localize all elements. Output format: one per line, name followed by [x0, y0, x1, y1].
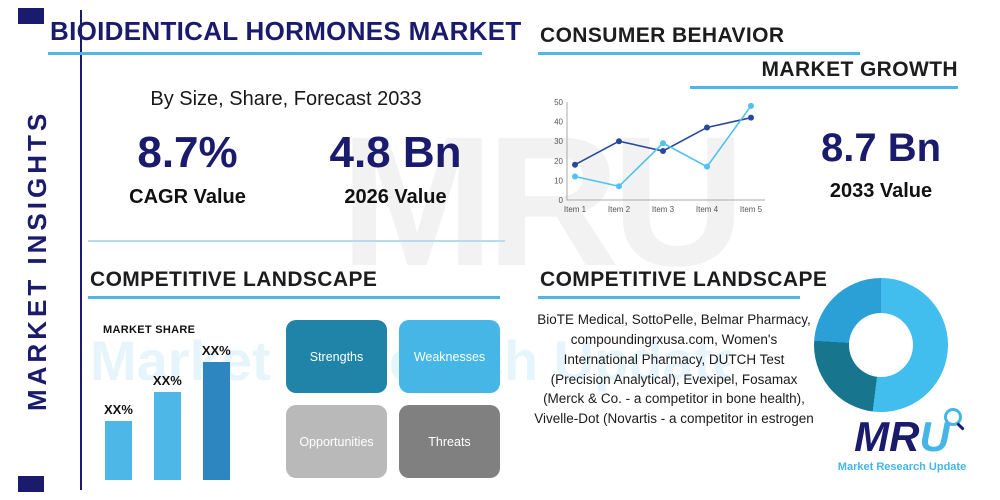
cagr-stat-value: 8.7%	[137, 128, 238, 177]
mru-logo-letters: MRU	[854, 408, 962, 460]
mru-logo: MRU Market Research Update	[832, 408, 972, 473]
bar-value-label: XX%	[201, 343, 231, 358]
bar-value-label: XX%	[152, 373, 182, 388]
corner-square-bottom	[18, 476, 44, 492]
swot-box-weaknesses: Weaknesses	[399, 320, 500, 393]
svg-text:50: 50	[554, 98, 563, 107]
forecast-stat-label: 2033 Value	[829, 180, 933, 202]
page-title: BIOIDENTICAL HORMONES MARKET	[50, 16, 522, 46]
market-growth-heading: MARKET GROWTH	[761, 58, 958, 81]
bar-item: XX%	[153, 373, 182, 480]
logo-tagline: Market Research Update	[837, 461, 967, 473]
competitive-landscape-left-heading: COMPETITIVE LANDSCAPE	[90, 268, 378, 291]
competitive-landscape-right-underline	[538, 296, 800, 299]
svg-text:40: 40	[554, 118, 563, 127]
svg-text:30: 30	[554, 137, 563, 146]
title-underline	[48, 52, 482, 55]
swot-box-threats: Threats	[399, 405, 500, 478]
consumer-behavior-underline	[538, 52, 860, 55]
market-growth-underline	[690, 86, 958, 89]
base-year-stat-value: 4.8 Bn	[329, 128, 462, 177]
competitive-landscape-left-underline	[88, 296, 500, 299]
market-share-bar-chart: XX% XX% XX%	[104, 340, 272, 480]
logo-letter-m: M	[854, 413, 890, 460]
svg-text:Item 3: Item 3	[652, 205, 675, 214]
competitive-landscape-right-heading: COMPETITIVE LANDSCAPE	[540, 268, 828, 291]
consumer-behavior-heading: CONSUMER BEHAVIOR	[540, 24, 785, 47]
bar	[153, 392, 181, 480]
bar-value-label: XX%	[104, 402, 133, 417]
line-chart-svg: 0 10 20 30 40 50 Item 1 Item 2 Item 3 Item 4 Item …	[554, 98, 765, 214]
corner-square-top	[18, 8, 44, 24]
watermark-mru: MRU	[340, 99, 745, 305]
donut-hole	[849, 313, 913, 377]
svg-text:Item 1: Item 1	[564, 205, 587, 214]
svg-text:Item 5: Item 5	[740, 205, 763, 214]
logo-letter-u: U	[919, 413, 950, 460]
svg-text:Item 2: Item 2	[608, 205, 631, 214]
logo-letter-r: R	[889, 413, 920, 460]
sidebar-vertical-label: MARKET INSIGHTS	[22, 109, 52, 411]
forecast-stat-value: 8.7 Bn	[820, 126, 942, 170]
swot-grid: Strengths Weaknesses Opportunities Threats	[286, 320, 500, 478]
donut-chart	[814, 278, 948, 412]
base-year-stat-label: 2026 Value	[344, 186, 447, 208]
bar	[104, 421, 132, 480]
cagr-stat-label: CAGR Value	[129, 186, 246, 208]
svg-text:10: 10	[554, 176, 563, 185]
competitors-text: BioTE Medical, SottoPelle, Belmar Pharma…	[534, 312, 814, 427]
svg-text:Item 4: Item 4	[696, 205, 719, 214]
swot-box-opportunities: Opportunities	[286, 405, 387, 478]
bar	[202, 362, 230, 480]
left-section-divider	[88, 240, 505, 242]
magnifier-icon	[943, 408, 962, 426]
bar-item: XX%	[202, 343, 231, 480]
svg-text:20: 20	[554, 157, 563, 166]
bar-item: XX%	[104, 402, 133, 480]
swot-box-strengths: Strengths	[286, 320, 387, 393]
svg-text:0: 0	[559, 196, 564, 205]
page-subtitle: By Size, Share, Forecast 2033	[150, 88, 422, 110]
market-share-title: MARKET SHARE	[103, 324, 196, 336]
sidebar-divider-line	[80, 10, 82, 490]
growth-line-chart: 0 10 20 30 40 50 Item 1 Item 2 Item 3 Item 4 Item …	[545, 98, 775, 222]
